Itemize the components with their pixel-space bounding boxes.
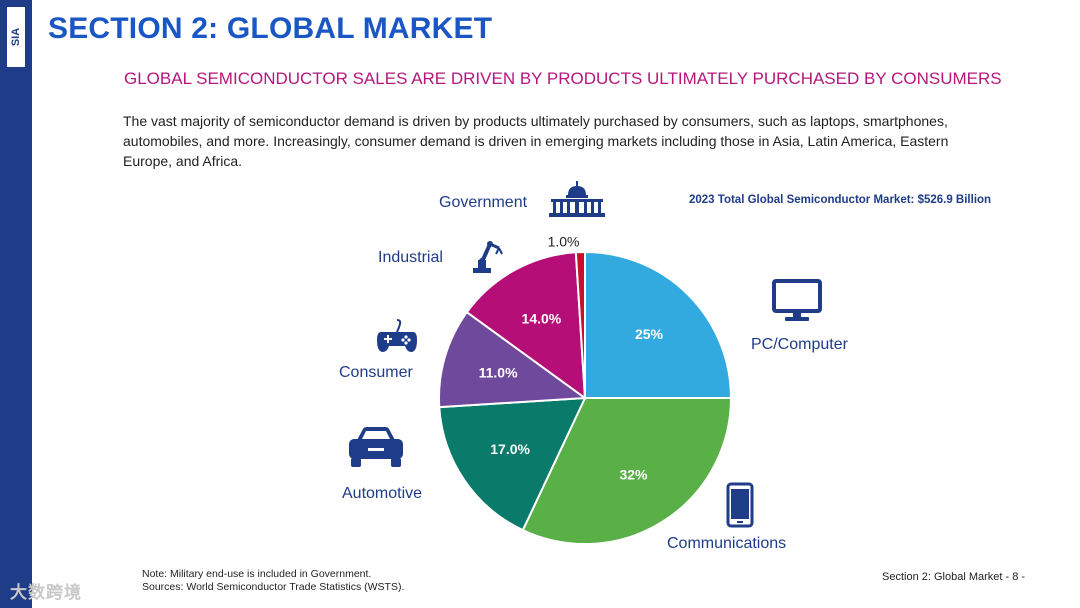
- pie-slice-automotive: [438, 396, 587, 532]
- source-note: Note: Military end-use is included in Go…: [142, 568, 404, 594]
- note-line-sources: Sources: World Semiconductor Trade Stati…: [142, 581, 405, 593]
- slice-value-label: 11.0%: [479, 365, 518, 381]
- robot-arm-icon: [473, 241, 503, 273]
- page-title: SECTION 2: GLOBAL MARKET: [48, 12, 493, 45]
- slice-value-label: 17.0%: [490, 441, 530, 457]
- category-label-automotive: Automotive: [342, 485, 423, 502]
- note-line-military: Note: Military end-use is included in Go…: [142, 568, 372, 580]
- slice-value-label: 14.0%: [522, 311, 562, 327]
- capitol-icon: [549, 181, 605, 217]
- pie-slice-pc-computer: [584, 250, 733, 399]
- pie-slice-industrial: [465, 251, 587, 401]
- category-label-pc-computer: PC/Computer: [751, 336, 848, 353]
- page-footer: Section 2: Global Market - 8 -: [882, 571, 1026, 583]
- slice-value-label: 32%: [619, 466, 648, 482]
- smartphone-icon: [726, 482, 754, 528]
- pie-slice-communications: [521, 397, 733, 545]
- chart-title: 2023 Total Global Semiconductor Market: …: [689, 194, 992, 206]
- sidebar-stripe: SIA: [0, 0, 32, 608]
- pie-slice-consumer: [438, 310, 588, 409]
- sia-logo: SIA: [6, 6, 26, 68]
- gamepad-icon: [377, 319, 417, 352]
- page-subtitle: GLOBAL SEMICONDUCTOR SALES ARE DRIVEN BY…: [124, 69, 1002, 88]
- category-label-communications: Communications: [667, 535, 787, 552]
- slice-value-label: 1.0%: [548, 233, 580, 249]
- category-label-government: Government: [439, 194, 528, 211]
- monitor-icon: [772, 279, 822, 321]
- slice-value-label: 25%: [635, 326, 664, 342]
- intro-paragraph: The vast majority of semiconductor deman…: [123, 113, 949, 169]
- watermark: 大数跨境: [10, 583, 82, 602]
- car-icon: [349, 427, 403, 467]
- pie-slice-government: [574, 250, 586, 399]
- category-label-consumer: Consumer: [339, 364, 413, 381]
- category-label-industrial: Industrial: [378, 249, 443, 266]
